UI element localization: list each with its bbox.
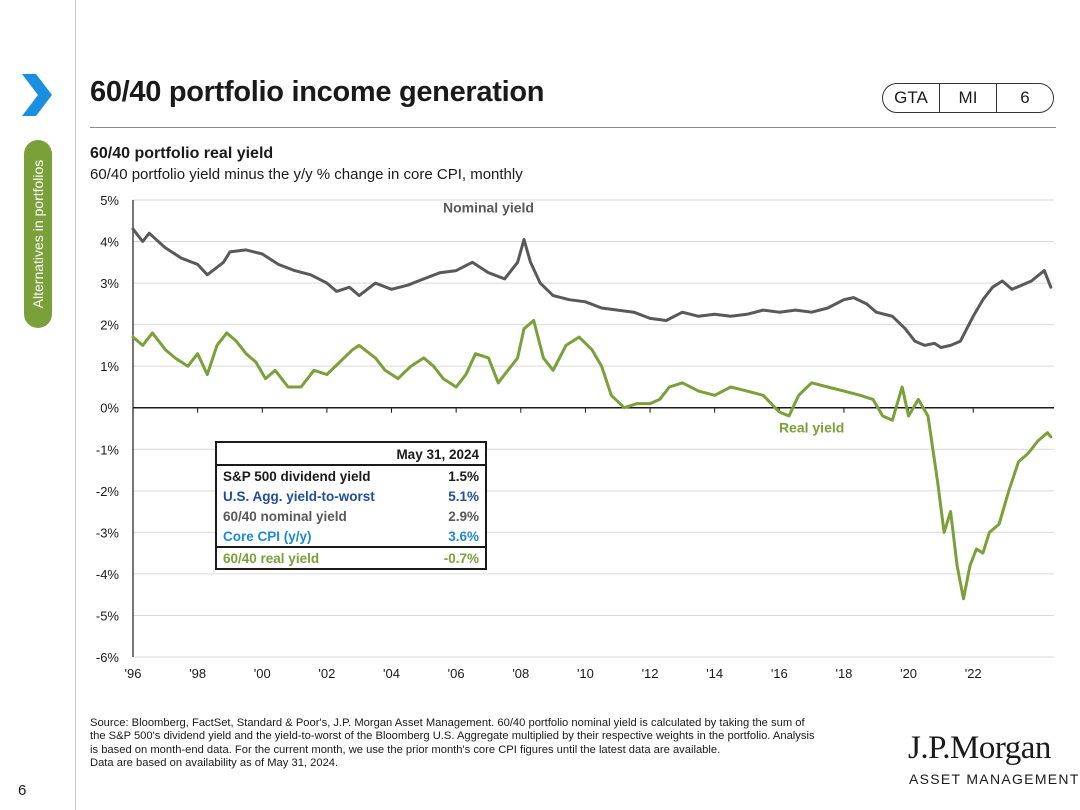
title-divider [90, 127, 1056, 128]
y-tick-label: -4% [96, 567, 120, 582]
table-row: Core CPI (y/y) 3.6% [217, 526, 485, 546]
table-row: 60/40 nominal yield 2.9% [217, 506, 485, 526]
x-tick-label: '20 [900, 666, 917, 681]
summary-table: May 31, 2024 S&P 500 dividend yield 1.5%… [215, 441, 487, 570]
row-label: 60/40 nominal yield [223, 509, 347, 524]
footnote-line: the S&P 500's dividend yield and the yie… [90, 730, 815, 743]
source-footnote: Source: Bloomberg, FactSet, Standard & P… [90, 717, 902, 771]
nominal-yield-line [131, 227, 1053, 349]
x-tick-label: '04 [383, 666, 400, 681]
y-tick-label: 3% [100, 276, 119, 291]
annotations-layer: Nominal yield Real yield [443, 199, 844, 435]
x-tick-label: '00 [254, 666, 271, 681]
row-value: 5.1% [448, 489, 479, 504]
y-tick-label: -2% [96, 484, 120, 499]
row-value: -0.7% [443, 551, 479, 566]
y-tick-label: 0% [100, 401, 119, 416]
x-tick-label: '02 [318, 666, 335, 681]
footnote-line: Source: Bloomberg, FactSet, Standard & P… [90, 717, 805, 729]
x-tick-label: '96 [125, 666, 142, 681]
x-tick-label: '06 [448, 666, 465, 681]
table-date: May 31, 2024 [217, 443, 485, 466]
line-chart: 5% 4% 3% 2% 1% 0% -1% -2% -3% -4% -5% -6% '96 '98 '00… [96, 193, 1054, 681]
chart-title: 60/40 portfolio real yield [90, 145, 274, 162]
tag-pill-group: GTA MI 6 [882, 83, 1054, 113]
y-tick-label: -5% [96, 608, 120, 623]
real-yield-line [131, 319, 1053, 601]
y-axis-ticks: 5% 4% 3% 2% 1% 0% -1% -2% -3% -4% -5% -6% [96, 193, 120, 665]
y-tick-label: 5% [100, 193, 119, 208]
y-tick-label: 2% [100, 318, 119, 333]
left-divider [75, 0, 76, 810]
footnote-line: is based on month-end data. For the curr… [90, 743, 721, 756]
row-value: 1.5% [448, 469, 479, 484]
table-row: S&P 500 dividend yield 1.5% [217, 466, 485, 486]
page-title: 60/40 portfolio income generation [90, 76, 545, 108]
y-tick-label: 1% [100, 359, 119, 374]
nominal-yield-label: Nominal yield [443, 199, 534, 215]
x-axis-ticks: '96 '98 '00 '02 '04 '06 '08 '10 '12 '14 '16 '18 '20 '… [125, 407, 982, 681]
tag-mi[interactable]: MI [939, 84, 996, 112]
row-value: 2.9% [448, 509, 479, 524]
table-row: U.S. Agg. yield-to-worst 5.1% [217, 486, 485, 506]
real-yield-label: Real yield [779, 420, 844, 436]
table-row: 60/40 real yield -0.7% [217, 546, 485, 568]
footnote-line: Data are based on availability as of May… [90, 757, 339, 770]
tag-page[interactable]: 6 [996, 84, 1053, 112]
jpmorgan-logo: J.P.Morgan [908, 730, 1051, 766]
y-tick-label: -1% [96, 442, 120, 457]
x-tick-label: '10 [577, 666, 594, 681]
row-label: U.S. Agg. yield-to-worst [223, 489, 375, 504]
asset-management-logo: ASSET MANAGEMENT [909, 771, 1080, 787]
x-tick-label: '14 [706, 666, 723, 681]
series-layer [131, 227, 1053, 601]
x-tick-label: '16 [771, 666, 788, 681]
row-value: 3.6% [448, 529, 479, 544]
x-tick-label: '22 [965, 666, 982, 681]
grid-layer [132, 199, 1054, 658]
row-label: 60/40 real yield [223, 551, 320, 566]
section-tab[interactable] [24, 140, 52, 328]
chevron-right-icon[interactable] [18, 72, 54, 118]
y-tick-label: 4% [100, 235, 119, 250]
x-tick-label: '98 [189, 666, 206, 681]
row-label: Core CPI (y/y) [223, 529, 312, 544]
x-tick-label: '18 [835, 666, 852, 681]
y-tick-label: -6% [96, 650, 120, 665]
x-tick-label: '12 [642, 666, 659, 681]
y-tick-label: -3% [96, 525, 120, 540]
x-tick-label: '08 [512, 666, 529, 681]
chart-subtitle: 60/40 portfolio yield minus the y/y % ch… [90, 166, 523, 183]
page-number: 6 [18, 782, 27, 799]
row-label: S&P 500 dividend yield [223, 469, 371, 484]
tag-gta[interactable]: GTA [894, 88, 928, 107]
